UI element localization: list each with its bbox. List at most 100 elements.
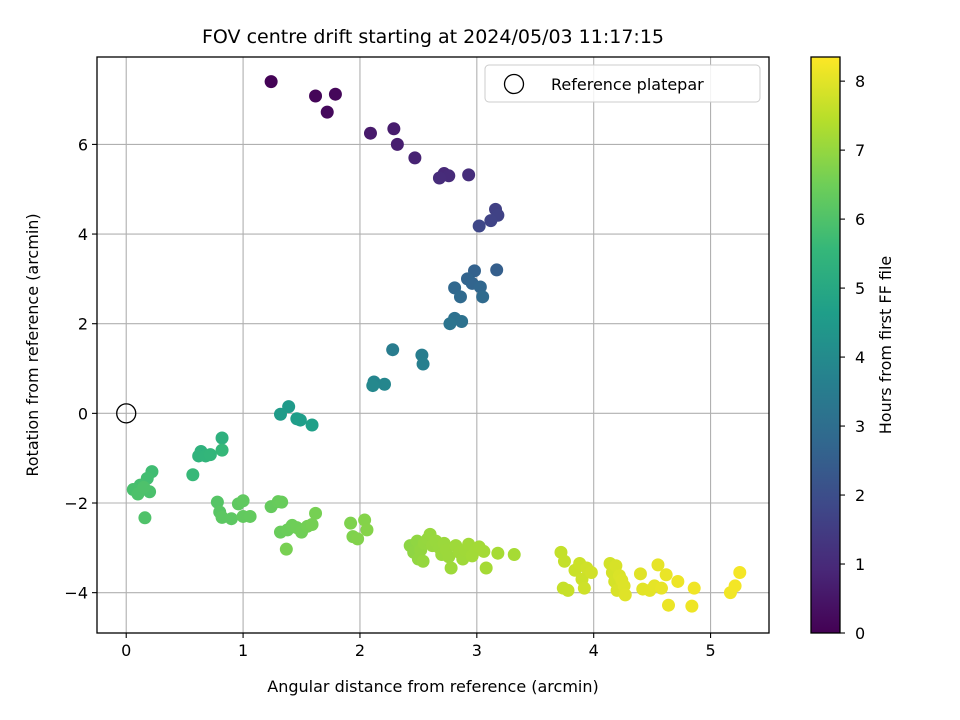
data-point <box>685 599 699 613</box>
x-axis-label: Angular distance from reference (arcmin) <box>267 677 598 696</box>
data-point <box>661 598 675 612</box>
data-point <box>473 280 487 294</box>
data-point <box>671 574 685 588</box>
data-point <box>728 579 742 593</box>
colorbar-tick-label: 1 <box>855 555 865 574</box>
colorbar-tick-label: 7 <box>855 141 865 160</box>
data-point <box>386 343 400 357</box>
data-point <box>377 377 391 391</box>
legend-marker-icon <box>503 73 525 95</box>
x-tick-label: 5 <box>705 641 715 660</box>
y-tick-label: 2 <box>78 315 88 334</box>
data-point <box>210 495 224 509</box>
data-point <box>390 137 404 151</box>
data-point <box>360 523 374 537</box>
data-point <box>453 290 467 304</box>
y-axis-label: Rotation from reference (arcmin) <box>23 213 42 476</box>
colorbar-gradient <box>811 57 840 633</box>
data-point <box>408 151 422 165</box>
data-point <box>432 171 446 185</box>
data-point <box>236 494 250 508</box>
data-point <box>363 126 377 140</box>
data-point <box>243 509 257 523</box>
data-point <box>358 513 372 527</box>
data-point <box>443 317 457 331</box>
data-point <box>279 542 293 556</box>
data-point <box>282 400 296 414</box>
data-point <box>320 105 334 119</box>
colorbar-ticks: 0 1 2 3 4 5 6 7 8 <box>840 72 865 643</box>
data-point <box>366 379 380 393</box>
data-points <box>126 75 747 613</box>
data-point <box>618 588 632 602</box>
colorbar-tick-label: 0 <box>855 624 865 643</box>
legend-box <box>484 64 761 103</box>
data-point <box>584 565 598 579</box>
colorbar-tick-label: 3 <box>855 417 865 436</box>
y-tick-label: 0 <box>78 404 88 423</box>
data-point <box>293 413 307 427</box>
colorbar-tick-label: 4 <box>855 348 865 367</box>
colorbar-tick-label: 6 <box>855 210 865 229</box>
data-point <box>472 219 486 233</box>
data-point <box>416 554 430 568</box>
y-tick-label: 6 <box>78 135 88 154</box>
x-tick-label: 4 <box>589 641 599 660</box>
data-point <box>275 495 289 509</box>
reference-point <box>116 403 137 424</box>
legend-label: Reference platepar <box>551 75 704 94</box>
data-point <box>476 290 490 304</box>
data-point <box>479 561 493 575</box>
data-point <box>577 581 591 595</box>
colorbar-label: Hours from first FF file <box>876 256 895 435</box>
data-point <box>442 550 456 564</box>
data-point <box>273 407 287 421</box>
data-point <box>305 518 319 532</box>
colorbar: 0 1 2 3 4 5 6 7 8 Hours from first FF file <box>810 56 895 643</box>
data-point <box>264 75 278 89</box>
data-point <box>651 558 665 572</box>
data-point <box>387 122 401 136</box>
x-tick-label: 0 <box>121 641 131 660</box>
data-point <box>654 581 668 595</box>
data-point <box>215 431 229 445</box>
colorbar-tick-label: 2 <box>855 486 865 505</box>
data-point <box>186 468 200 482</box>
x-axis-ticks: 0 1 2 3 4 5 <box>121 633 716 660</box>
data-point <box>416 357 430 371</box>
y-axis-ticks: −4 −2 0 2 4 6 <box>64 135 97 603</box>
chart-title: FOV centre drift starting at 2024/05/03 … <box>202 26 664 48</box>
data-point <box>328 87 342 101</box>
data-point <box>557 554 571 568</box>
data-point <box>309 506 323 520</box>
reference-marker <box>116 403 137 424</box>
data-point <box>305 418 319 432</box>
data-point <box>351 532 365 546</box>
data-point <box>659 568 673 582</box>
data-point <box>455 314 469 328</box>
data-point <box>609 559 623 573</box>
data-point <box>462 168 476 182</box>
data-point <box>138 511 152 525</box>
data-point <box>484 214 498 228</box>
colorbar-tick-label: 8 <box>855 72 865 91</box>
x-tick-label: 1 <box>238 641 248 660</box>
colorbar-tick-label: 5 <box>855 279 865 298</box>
data-point <box>633 567 647 581</box>
data-point <box>687 581 701 595</box>
data-point <box>224 512 238 526</box>
y-tick-label: 4 <box>78 225 88 244</box>
data-point <box>203 448 217 462</box>
data-point <box>137 480 151 494</box>
data-point <box>444 561 458 575</box>
x-tick-label: 2 <box>355 641 365 660</box>
x-tick-label: 3 <box>472 641 482 660</box>
data-point <box>490 263 504 277</box>
plot-frame <box>96 56 770 634</box>
colorbar-frame <box>810 56 841 634</box>
grid <box>97 57 769 633</box>
data-point <box>477 544 491 558</box>
y-tick-label: −2 <box>64 494 88 513</box>
y-tick-label: −4 <box>64 584 88 603</box>
